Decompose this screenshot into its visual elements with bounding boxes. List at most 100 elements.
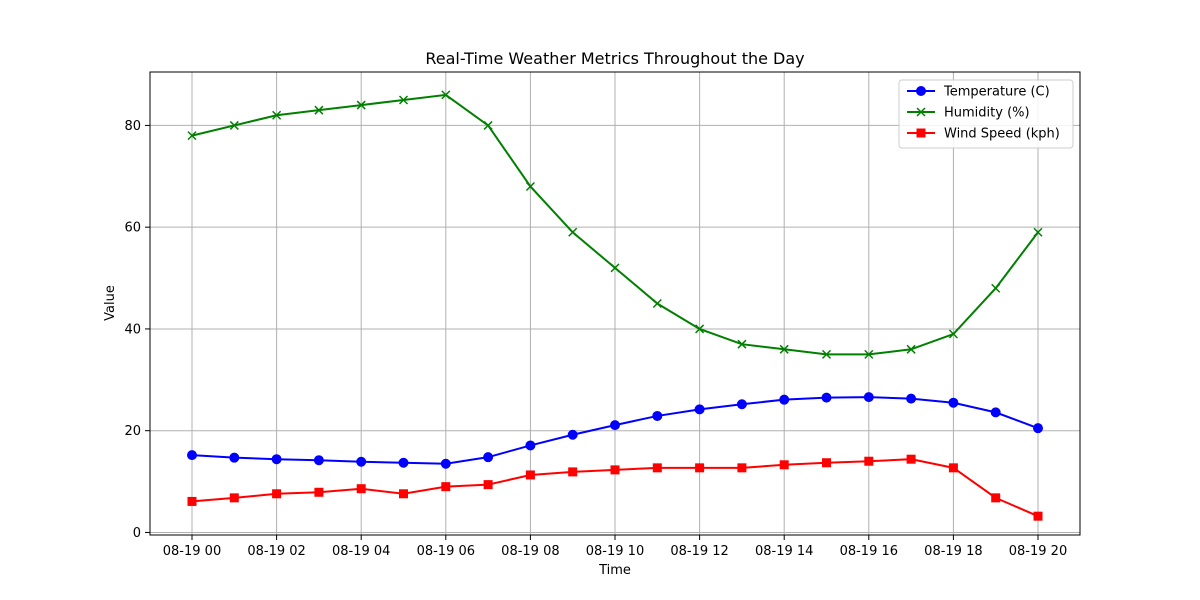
data-point — [356, 456, 367, 467]
x-tick-label: 08-19 10 — [586, 544, 644, 559]
data-point — [1033, 227, 1043, 237]
y-axis-label: Value — [103, 285, 118, 321]
legend-marker — [916, 107, 926, 117]
data-point — [272, 110, 282, 120]
series-1 — [187, 90, 1043, 359]
data-point — [652, 298, 662, 309]
data-point — [525, 181, 535, 192]
legend-marker — [916, 86, 926, 96]
data-point — [483, 452, 494, 463]
y-tick-label: 60 — [124, 221, 141, 236]
data-point — [906, 454, 916, 464]
x-tick-label: 08-19 20 — [1009, 544, 1067, 559]
y-tick-label: 40 — [124, 322, 141, 337]
data-point — [187, 496, 197, 506]
data-point — [440, 458, 451, 469]
data-point — [864, 349, 874, 359]
data-point — [822, 458, 831, 468]
data-point — [229, 452, 240, 463]
series-0 — [187, 392, 1043, 469]
chart-title: Real-Time Weather Metrics Throughout the… — [425, 49, 804, 68]
data-point — [229, 120, 239, 130]
data-point — [736, 399, 747, 410]
data-point — [610, 465, 620, 475]
data-point — [779, 344, 789, 354]
grid — [150, 72, 1080, 535]
data-point — [567, 429, 578, 440]
data-point — [863, 392, 874, 403]
data-point — [695, 463, 705, 473]
x-tick-label: 08-19 16 — [840, 544, 898, 559]
data-point — [991, 493, 1001, 503]
legend-entry: Temperature (C) — [907, 85, 1050, 100]
data-point — [568, 467, 578, 477]
legend-label: Temperature (C) — [943, 85, 1050, 100]
data-point — [695, 324, 705, 334]
data-point — [187, 131, 197, 141]
x-axis-label: Time — [598, 563, 631, 578]
data-point — [525, 440, 536, 451]
data-point — [948, 463, 958, 473]
data-point — [821, 349, 832, 359]
data-point — [737, 463, 747, 473]
data-point — [568, 227, 578, 237]
y-tick-label: 20 — [124, 424, 141, 439]
data-point — [272, 489, 282, 499]
x-tick-label: 08-19 06 — [417, 544, 475, 559]
data-point — [694, 404, 705, 415]
data-point — [991, 283, 1001, 293]
data-point — [398, 95, 409, 105]
data-point — [399, 489, 408, 499]
data-point — [441, 90, 451, 100]
legend: Temperature (C) Humidity (%) Wind Speed (k… — [898, 79, 1074, 149]
data-point — [187, 450, 197, 461]
x-tick-label: 08-19 00 — [163, 544, 221, 559]
x-tick-label: 08-19 08 — [501, 544, 559, 559]
data-point — [314, 487, 324, 497]
data-point — [314, 105, 324, 115]
data-point — [737, 339, 747, 349]
data-point — [610, 263, 620, 273]
x-tick-label: 08-19 04 — [332, 544, 390, 559]
data-point — [229, 493, 239, 503]
y-tick-label: 80 — [124, 119, 141, 134]
data-point — [652, 463, 662, 473]
legend-entry: Humidity (%) — [907, 106, 1030, 121]
data-point — [821, 392, 832, 403]
data-point — [356, 484, 366, 494]
legend-label: Humidity (%) — [944, 106, 1030, 121]
data-point — [990, 407, 1001, 418]
data-point — [313, 455, 324, 466]
data-point — [779, 460, 789, 470]
y-tick-label: 0 — [133, 526, 141, 541]
data-point — [948, 397, 959, 408]
data-point — [779, 394, 790, 405]
legend-box — [898, 79, 1074, 149]
data-point — [948, 329, 958, 339]
series-layer — [187, 90, 1043, 521]
x-tick-label: 08-19 18 — [924, 544, 982, 559]
data-point — [356, 100, 366, 110]
data-point — [1033, 511, 1043, 521]
legend-marker — [916, 128, 926, 138]
data-point — [906, 344, 916, 354]
data-point — [1033, 423, 1043, 434]
data-point — [441, 482, 451, 492]
legend-label: Wind Speed (kph) — [944, 127, 1060, 142]
data-point — [864, 456, 874, 466]
data-point — [483, 120, 493, 130]
data-point — [483, 480, 493, 490]
data-point — [271, 454, 282, 465]
axis-ticks: 08-19 00 08-19 02 08-19 04 08-19 06 08-19 08… — [124, 119, 1067, 559]
x-tick-label: 08-19 02 — [247, 544, 305, 559]
data-point — [906, 393, 917, 404]
x-tick-label: 08-19 12 — [670, 544, 728, 559]
data-point — [525, 470, 535, 480]
legend-entry: Wind Speed (kph) — [907, 127, 1060, 142]
x-tick-label: 08-19 14 — [755, 544, 813, 559]
data-point — [610, 420, 620, 431]
series-2 — [187, 454, 1043, 521]
data-point — [652, 410, 663, 421]
data-point — [398, 457, 409, 468]
